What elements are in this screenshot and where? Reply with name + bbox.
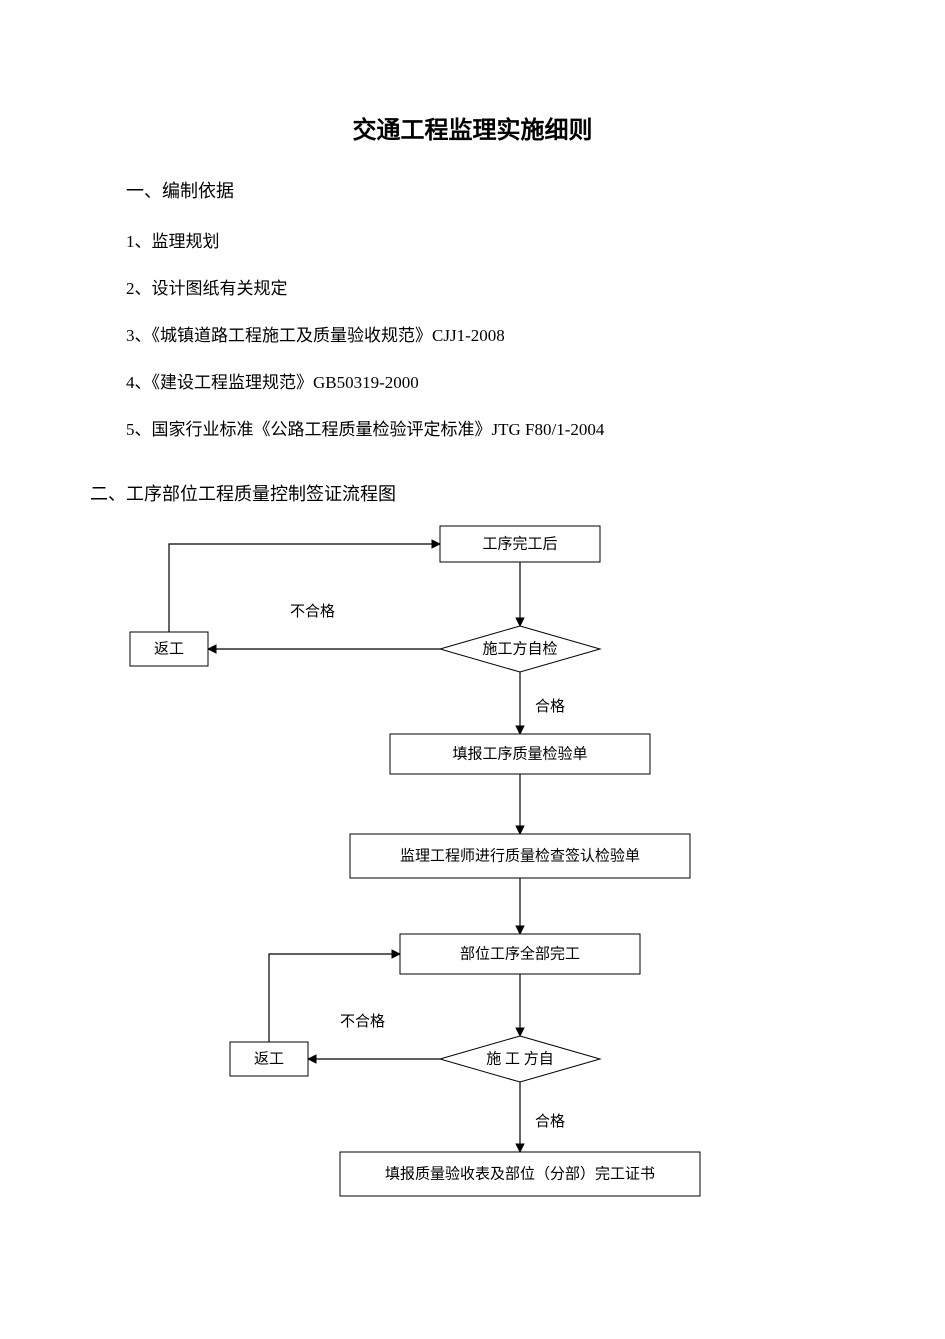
flow-node-label: 工序完工后 (482, 535, 557, 552)
flow-node-label: 施 工 方自 (486, 1050, 554, 1067)
flow-node-label: 填报工序质量检验单 (452, 745, 587, 762)
flow-edge-label: 合格 (535, 1113, 565, 1130)
section1-item: 5、国家行业标准《公路工程质量检验评定标准》JTG F80/1-2004 (126, 415, 855, 440)
section1-item: 4、《建设工程监理规范》GB50319-2000 (126, 368, 855, 393)
section2-heading: 二、工序部位工程质量控制签证流程图 (90, 480, 855, 506)
section1-item: 2、设计图纸有关规定 (126, 274, 855, 299)
flow-node-label: 填报质量验收表及部位（分部）完工证书 (385, 1165, 655, 1182)
doc-title: 交通工程监理实施细则 (90, 110, 855, 145)
flow-node-label: 返工 (254, 1050, 284, 1067)
flow-node-label: 监理工程师进行质量检查签认检验单 (400, 847, 640, 864)
flow-edge-label: 不合格 (340, 1013, 385, 1030)
flowchart-svg: 不合格合格不合格合格工序完工后施工方自检返工填报工序质量检验单监理工程师进行质量… (90, 516, 850, 1276)
flow-node-label: 部位工序全部完工 (460, 944, 580, 962)
section1-item: 1、监理规划 (126, 227, 855, 252)
flow-edge-label: 不合格 (290, 603, 335, 620)
section1-item: 3、《城镇道路工程施工及质量验收规范》CJJ1-2008 (126, 321, 855, 346)
section1-heading: 一、编制依据 (126, 177, 855, 203)
flow-node-label: 施工方自检 (482, 640, 557, 657)
flow-node-label: 返工 (154, 640, 184, 657)
flowchart-container: 不合格合格不合格合格工序完工后施工方自检返工填报工序质量检验单监理工程师进行质量… (90, 516, 855, 1276)
flow-edge-label: 合格 (535, 698, 565, 715)
